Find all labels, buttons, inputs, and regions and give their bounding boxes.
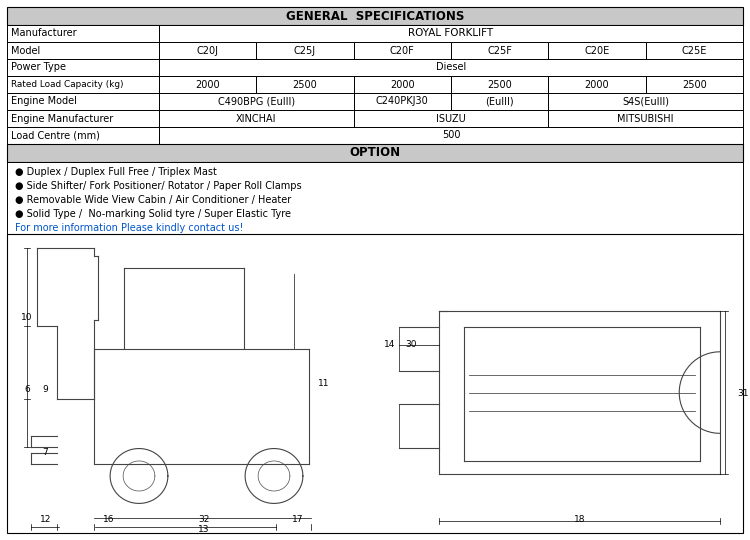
Text: 18: 18 (574, 515, 585, 524)
Bar (354, 42, 451, 59)
Text: (EuIII): (EuIII) (485, 97, 514, 106)
Text: Manufacturer: Manufacturer (11, 29, 76, 38)
Bar (7, 76, 159, 93)
Text: C240PKJ30: C240PKJ30 (376, 97, 429, 106)
Text: 31: 31 (737, 389, 748, 399)
Text: 2000: 2000 (390, 79, 415, 90)
Text: 6: 6 (24, 385, 30, 394)
Bar (7, 42, 159, 59)
Bar (7, 93, 159, 110)
Text: Load Centre (mm): Load Centre (mm) (11, 131, 100, 140)
Text: C25F: C25F (488, 45, 512, 56)
Text: C20J: C20J (196, 45, 219, 56)
Bar (159, 42, 256, 59)
Bar (159, 25, 743, 42)
Text: C25J: C25J (294, 45, 316, 56)
Text: ISUZU: ISUZU (436, 113, 466, 124)
Bar (451, 42, 548, 59)
Bar (7, 162, 743, 234)
Bar (7, 7, 743, 25)
Bar (646, 42, 743, 59)
Text: 2500: 2500 (682, 79, 706, 90)
Bar (451, 93, 548, 110)
Text: 13: 13 (198, 525, 210, 535)
Text: 7: 7 (42, 448, 48, 457)
Text: 32: 32 (198, 515, 210, 523)
Text: ROYAL FORKLIFT: ROYAL FORKLIFT (409, 29, 494, 38)
Bar (256, 42, 354, 59)
Bar (548, 110, 743, 127)
Bar (7, 110, 159, 127)
Text: ● Solid Type /  No-marking Solid tyre / Super Elastic Tyre: ● Solid Type / No-marking Solid tyre / S… (15, 209, 291, 219)
Bar (256, 76, 354, 93)
Text: C490BPG (EuIII): C490BPG (EuIII) (217, 97, 295, 106)
Text: 2000: 2000 (195, 79, 220, 90)
Text: ● Duplex / Duplex Full Free / Triplex Mast: ● Duplex / Duplex Full Free / Triplex Ma… (15, 167, 217, 177)
Text: Engine Model: Engine Model (11, 97, 76, 106)
Bar (159, 93, 354, 110)
Bar (548, 42, 646, 59)
Text: Power Type: Power Type (11, 63, 66, 72)
Text: 17: 17 (292, 515, 304, 523)
Text: For more information Please kindly contact us!: For more information Please kindly conta… (15, 223, 243, 233)
Bar (354, 110, 548, 127)
Text: 2500: 2500 (488, 79, 512, 90)
Bar (548, 76, 646, 93)
Text: 10: 10 (21, 313, 33, 321)
Text: 30: 30 (405, 340, 416, 349)
Text: Model: Model (11, 45, 40, 56)
Text: C20E: C20E (584, 45, 610, 56)
Bar (159, 76, 256, 93)
Text: ● Side Shifter/ Fork Positioner/ Rotator / Paper Roll Clamps: ● Side Shifter/ Fork Positioner/ Rotator… (15, 181, 302, 191)
Text: XINCHAI: XINCHAI (236, 113, 277, 124)
Bar (646, 76, 743, 93)
Text: S4S(EuIII): S4S(EuIII) (622, 97, 669, 106)
Text: 2500: 2500 (292, 79, 317, 90)
Text: Rated Load Capacity (kg): Rated Load Capacity (kg) (11, 80, 124, 89)
Bar (159, 127, 743, 144)
Text: C20F: C20F (390, 45, 415, 56)
Text: 500: 500 (442, 131, 460, 140)
Text: Engine Manufacturer: Engine Manufacturer (11, 113, 113, 124)
Bar (159, 110, 354, 127)
Bar (7, 144, 743, 162)
Bar (451, 76, 548, 93)
Text: 16: 16 (104, 515, 115, 523)
Text: C25E: C25E (682, 45, 707, 56)
Text: OPTION: OPTION (350, 146, 400, 159)
Text: 11: 11 (318, 379, 330, 388)
Text: 12: 12 (40, 515, 52, 523)
Text: GENERAL  SPECIFICATIONS: GENERAL SPECIFICATIONS (286, 10, 464, 23)
Bar (7, 234, 743, 533)
Bar (7, 59, 159, 76)
Bar (354, 76, 451, 93)
Text: 14: 14 (383, 340, 395, 349)
Text: MITSUBISHI: MITSUBISHI (617, 113, 674, 124)
Bar (7, 25, 159, 42)
Text: Diesel: Diesel (436, 63, 466, 72)
Bar (159, 59, 743, 76)
Bar (7, 127, 159, 144)
Bar (354, 93, 451, 110)
Text: 9: 9 (42, 385, 48, 394)
Bar (548, 93, 743, 110)
Text: ● Removable Wide View Cabin / Air Conditioner / Heater: ● Removable Wide View Cabin / Air Condit… (15, 195, 291, 205)
Text: 2000: 2000 (585, 79, 609, 90)
